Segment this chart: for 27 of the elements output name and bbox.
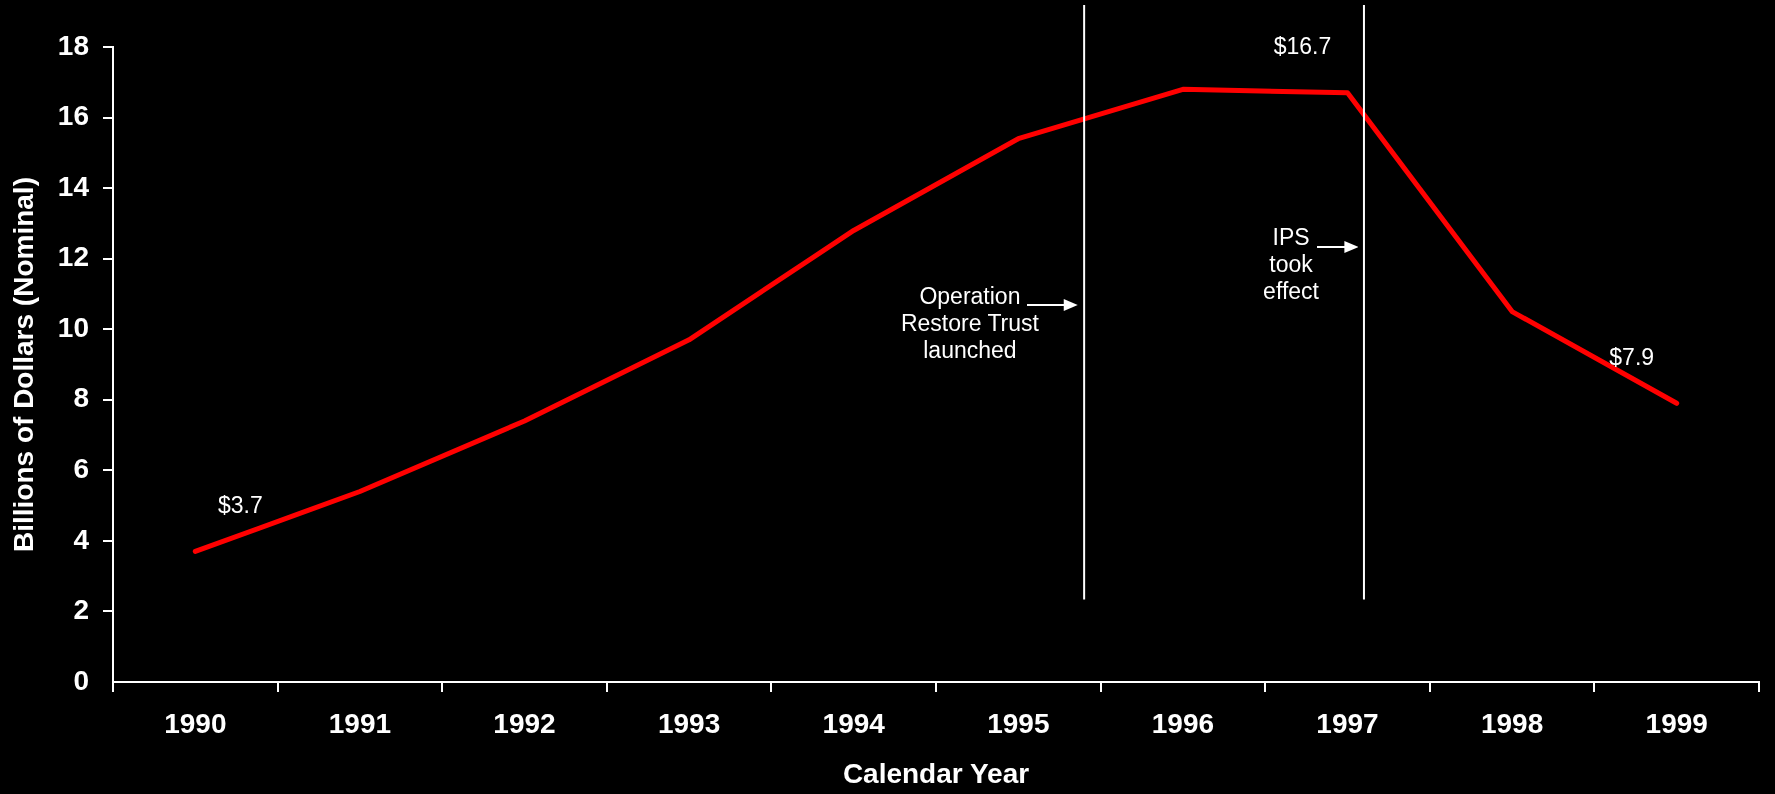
x-tick-label: 1996 bbox=[1151, 707, 1215, 739]
y-tick-label: 2 bbox=[73, 594, 89, 626]
x-tick-label: 1994 bbox=[822, 707, 886, 739]
x-tick-label: 1999 bbox=[1645, 707, 1708, 739]
y-tick-label: 16 bbox=[57, 100, 89, 132]
x-tick-label: 1998 bbox=[1480, 707, 1544, 739]
y-tick-label: 4 bbox=[73, 523, 90, 555]
x-tick-label: 1995 bbox=[987, 707, 1050, 739]
x-tick-label: 1991 bbox=[328, 707, 392, 739]
x-axis-title: Calendar Year bbox=[842, 757, 1030, 789]
data-label: $3.7 bbox=[217, 491, 263, 518]
y-tick-label: 10 bbox=[57, 311, 89, 343]
y-tick-label: 14 bbox=[57, 170, 90, 202]
ref-line-label: Operation Restore Trust launched bbox=[900, 282, 1040, 363]
data-label: $7.9 bbox=[1609, 343, 1655, 370]
x-tick-label: 1990 bbox=[164, 707, 227, 739]
ref-line-label: IPS took effect bbox=[1263, 224, 1320, 305]
y-axis-title: Billions of Dollars (Nominal) bbox=[7, 177, 39, 552]
data-label: $16.7 bbox=[1273, 33, 1332, 60]
y-tick-label: 6 bbox=[73, 453, 89, 485]
x-tick-label: 1993 bbox=[657, 707, 721, 739]
y-tick-label: 8 bbox=[73, 382, 89, 414]
y-tick-label: 0 bbox=[73, 664, 89, 696]
y-tick-label: 12 bbox=[57, 241, 89, 273]
y-tick-label: 18 bbox=[57, 29, 89, 61]
x-tick-label: 1997 bbox=[1316, 707, 1379, 739]
x-tick-label: 1992 bbox=[493, 707, 556, 739]
